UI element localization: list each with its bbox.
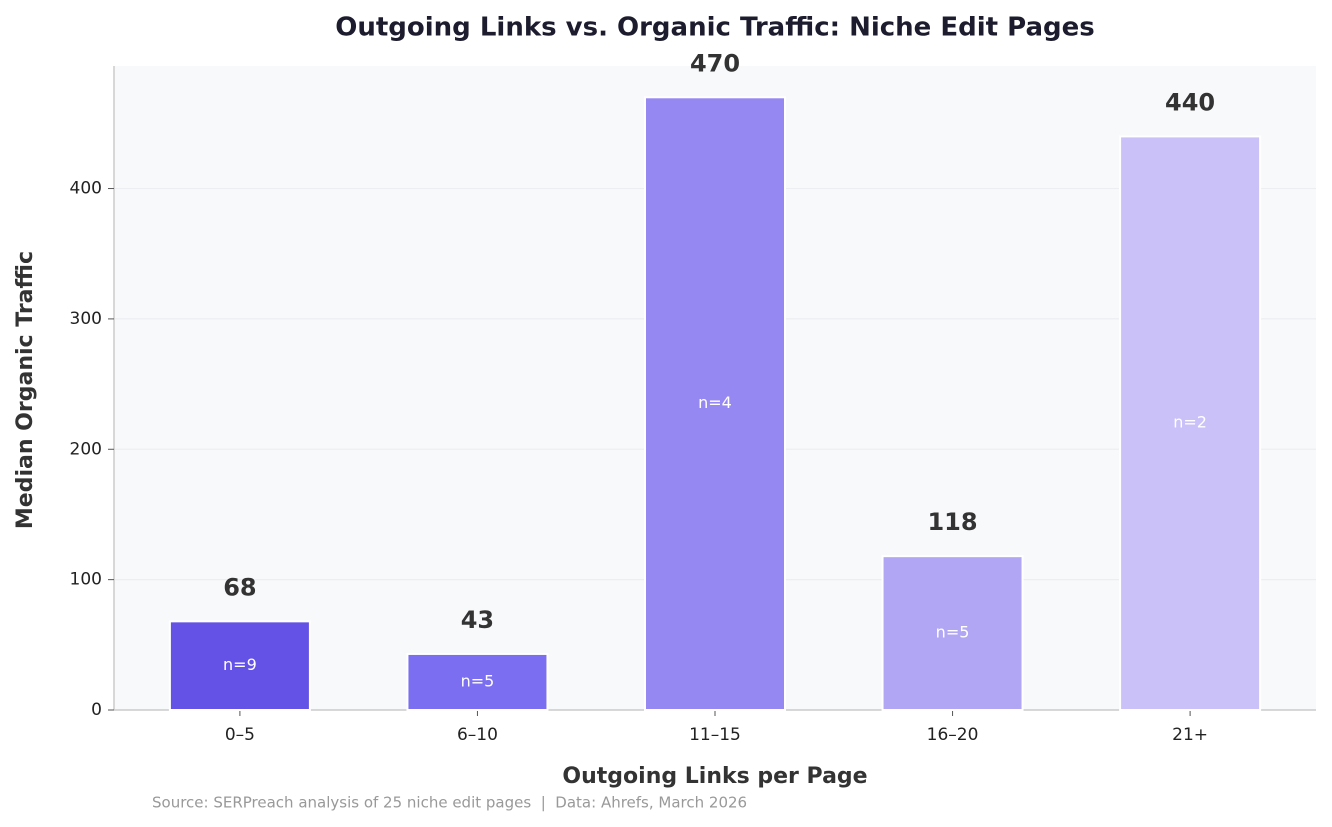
bar-annotation: n=5	[461, 671, 495, 690]
y-tick-label: 300	[70, 309, 102, 329]
x-axis-title: Outgoing Links per Page	[562, 764, 867, 789]
bar-annotation: n=9	[223, 655, 257, 674]
bar-annotation: n=2	[1173, 413, 1207, 432]
value-label: 470	[690, 49, 740, 77]
chart-title: Outgoing Links vs. Organic Traffic: Nich…	[335, 13, 1095, 43]
value-label: 440	[1165, 88, 1215, 116]
source-note: Source: SERPreach analysis of 25 niche e…	[152, 794, 747, 812]
bar-annotation: n=4	[698, 393, 732, 412]
y-axis-title: Median Organic Traffic	[13, 251, 38, 529]
y-tick-label: 200	[70, 439, 102, 459]
bar	[1119, 135, 1262, 711]
value-label: 68	[223, 573, 256, 601]
bar	[406, 652, 549, 711]
x-tick-label: 21+	[1172, 725, 1208, 745]
value-label: 118	[927, 508, 977, 536]
bar-annotation: n=5	[936, 623, 970, 642]
bar	[881, 555, 1024, 711]
x-tick-label: 0–5	[225, 725, 255, 745]
value-label: 43	[461, 606, 494, 634]
bar	[168, 620, 311, 712]
y-tick-label: 400	[70, 179, 102, 199]
x-tick-label: 11–15	[689, 725, 741, 745]
x-tick-label: 6–10	[457, 725, 498, 745]
bar	[644, 96, 786, 711]
y-tick-label: 100	[70, 570, 102, 590]
y-tick-label: 0	[91, 700, 102, 720]
x-tick-label: 16–20	[927, 725, 979, 745]
